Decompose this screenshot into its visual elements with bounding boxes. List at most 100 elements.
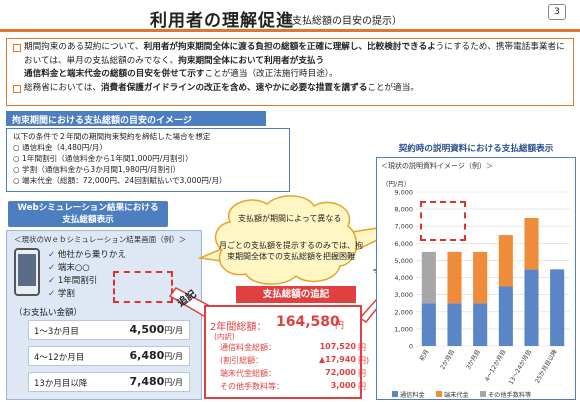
cost-label: （お支払い金額） — [14, 308, 83, 318]
text: Webシミュレーション結果における — [17, 203, 159, 213]
bar-segment — [421, 251, 436, 304]
y-tick-label: 5,000 — [394, 257, 413, 265]
bar-segment — [473, 251, 488, 304]
breakdown-row: (割引総額： ▲17,940 円) — [220, 355, 369, 366]
term-section-header: 拘束期間における支払総額の目安のイメージ — [6, 111, 266, 126]
bar-segment — [447, 251, 462, 304]
cloud-text-2: 月ごとの支払額を提示するのみでは、拘束期間全体での支払総額を把握困難 — [219, 241, 363, 261]
web-sim-screen-title: ＜現状のＷｅｂシミュレーション結果画面（例）＞ — [14, 235, 187, 244]
y-axis-label: （円/月） — [382, 180, 410, 188]
cost-row: 4～12か月目 6,480円/月 — [28, 346, 190, 366]
text: ことが適当。 — [367, 82, 419, 93]
x-tick-label: 25か月目以降 — [533, 348, 559, 385]
page-subtitle: （支払総額の目安の提示） — [282, 16, 402, 27]
x-tick-label: 4～12か月目 — [484, 349, 508, 383]
cost-period: 1～3か月目 — [34, 327, 79, 337]
cost-value: 7,480 — [129, 375, 165, 388]
cost-period: 4～12か月目 — [34, 353, 85, 363]
check-item: 1年間割引 — [48, 275, 126, 288]
condition-item: 1年間割引（通信料金から1年間1,000円/月割引） — [13, 153, 283, 164]
bar-segment — [524, 269, 539, 346]
speech-cloud — [214, 195, 358, 285]
breakdown-row: 通信料金総額： 107,520 円 — [220, 342, 366, 353]
cost-unit: 円/月 — [164, 352, 183, 361]
legend-swatch — [480, 391, 486, 397]
header-bar — [0, 0, 580, 32]
cost-value: 6,480 — [129, 349, 165, 362]
web-sim-header: Webシミュレーション結果における 支払総額表示 — [8, 201, 168, 227]
text: 期間拘束のある契約について、 — [24, 42, 144, 52]
cost-row: 1～3か月目 4,500円/月 — [28, 320, 190, 340]
text: ことが適当（改正法施行時目途）。 — [204, 69, 338, 79]
cost-unit: 円/月 — [164, 378, 183, 387]
cost-unit: 円/月 — [164, 326, 183, 335]
breakdown-name: その他手数料等： — [220, 382, 284, 391]
breakdown-name: 端末代金総額： — [220, 369, 276, 378]
condition-item: 通信料金（4,480円/月） — [13, 142, 283, 153]
breakdown-label: (内訳) — [214, 332, 235, 341]
legend-label: 通信料金 — [400, 391, 426, 399]
cost-period: 13か月目以降 — [34, 379, 88, 389]
y-tick-label: 6,000 — [394, 240, 413, 248]
total-value: 164,580 — [276, 314, 340, 330]
breakdown-name: (割引総額： — [220, 356, 264, 365]
y-tick-label: 1,000 — [394, 325, 413, 333]
cloud-text-1: 支払額が期間によって異なる — [238, 214, 342, 223]
bar-segment — [498, 235, 513, 287]
bar-segment — [421, 303, 436, 346]
breakdown-unit: 円) — [358, 356, 370, 365]
text: 支払総額表示 — [62, 215, 114, 225]
bar-segment — [498, 286, 513, 346]
bar-segment — [524, 218, 539, 270]
page-title: 利用者の理解促進 — [150, 11, 294, 31]
term-conditions-box: 以下の条件で２年間の期間拘束契約を締結した場合を想定 通信料金（4,480円/月… — [6, 128, 290, 192]
check-item: 端末○○ — [48, 262, 126, 275]
condition-item: 学割（通信料金から3か月間1,980円/月割引） — [13, 164, 283, 175]
total-header: 支払総額の追記 — [236, 286, 356, 303]
chart-caption: ＜現状の説明資料イメージ（例）＞ — [381, 162, 493, 170]
bar-segment — [473, 303, 488, 346]
breakdown-row: 端末代金総額： 72,000 円 — [220, 368, 366, 379]
y-tick-label: 7,000 — [394, 223, 413, 231]
x-tick-label: 3か月目 — [465, 349, 482, 371]
text: 拘束期間全体において利用者が支払う — [178, 55, 325, 66]
text: 利用者が拘束期間全体に渡る負担の総額を正確に理解し、比較検討できるよ — [143, 42, 436, 52]
total-box — [204, 305, 362, 399]
text: うにするため、携帯電話事業者においては、単月の支払総額のみでなく、 — [24, 42, 565, 66]
legend-label: 端末代金 — [444, 391, 470, 399]
summary-bullet-2: 総務省においては、消費者保護ガイドラインの改正を含め、速やかに必要な措置を講ずる… — [13, 82, 567, 96]
breakdown-value: ▲17,940 — [318, 355, 356, 364]
y-tick-label: 0 — [409, 343, 413, 351]
check-item: 他社から乗りかえ — [48, 249, 126, 262]
legend-swatch — [392, 391, 398, 397]
breakdown-unit: 円 — [358, 343, 366, 352]
text: 消費者保護ガイドラインの改正を含め、速やかに必要な措置を講ずる — [100, 82, 368, 93]
page-number: 3 — [548, 4, 566, 20]
addition-placeholder-box — [113, 271, 173, 303]
web-sim-checklist: 他社から乗りかえ 端末○○ 1年間割引 学割 — [48, 249, 126, 301]
x-tick-label: 初月 — [418, 348, 431, 362]
breakdown-unit: 円 — [358, 369, 366, 378]
check-item: 学割 — [48, 288, 126, 301]
contract-header: 契約時の説明資料における支払総額表示 — [398, 144, 554, 154]
legend-label: その他手数料等 — [488, 391, 531, 399]
bar-segment — [550, 269, 565, 346]
y-tick-label: 8,000 — [394, 206, 413, 214]
legend-swatch — [436, 391, 442, 397]
breakdown-value: 72,000 — [325, 368, 356, 377]
text: 通信料金と端末代金の総額の目安を併せて示す — [24, 69, 205, 79]
summary-box: 期間拘束のある契約について、利用者が拘束期間全体に渡る負担の総額を正確に理解し、… — [6, 38, 574, 106]
y-tick-label: 2,000 — [394, 308, 413, 316]
y-tick-label: 4,000 — [394, 274, 413, 282]
condition-item: 端末代金（総額：72,000円、24回割賦払いで3,000円/月） — [13, 175, 283, 186]
cost-value: 4,500 — [129, 323, 165, 336]
stacked-bar-chart: （円/月） 0 1,000 2,000 3,000 4,000 5,000 6,000 7,00… — [382, 180, 570, 399]
breakdown-name: 通信料金総額： — [220, 343, 276, 352]
text: 総務省においては、 — [24, 82, 101, 93]
condition-text: 以下の条件で２年間の期間拘束契約を締結した場合を想定 — [13, 132, 211, 141]
y-tick-label: 3,000 — [394, 291, 413, 299]
x-tick-label: 13～24か月目 — [508, 349, 534, 387]
total-unit: 円 — [335, 321, 345, 331]
breakdown-value: 3,000 — [330, 381, 356, 390]
chart-addition-placeholder — [420, 201, 466, 241]
